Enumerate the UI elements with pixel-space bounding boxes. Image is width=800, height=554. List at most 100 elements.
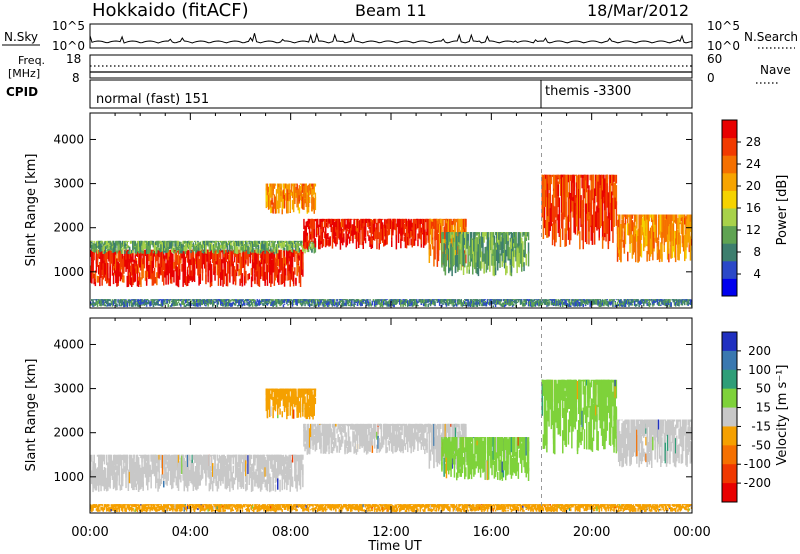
range-time-cell: [111, 249, 114, 266]
range-time-cell: [285, 183, 287, 189]
range-time-cell: [210, 240, 213, 243]
range-time-cell: [559, 302, 562, 306]
range-time-cell: [548, 300, 550, 304]
range-time-cell: [238, 240, 240, 247]
range-time-cell: [198, 299, 200, 303]
range-time-cell: [193, 264, 196, 271]
range-time-cell: [658, 249, 661, 263]
range-time-cell: [408, 240, 410, 246]
range-time-cell: [152, 241, 155, 244]
range-time-cell: [641, 219, 644, 236]
range-time-cell: [558, 301, 561, 304]
range-time-cell: [318, 224, 320, 235]
range-time-cell: [111, 300, 114, 305]
range-time-cell: [116, 250, 118, 254]
range-time-cell: [298, 240, 301, 242]
range-time-cell: [306, 220, 309, 228]
range-time-cell: [351, 303, 353, 307]
range-time-cell: [603, 174, 605, 197]
range-time-cell: [363, 226, 366, 241]
range-time-cell: [127, 299, 130, 301]
range-time-cell: [151, 249, 154, 261]
range-time-cell: [587, 174, 589, 189]
range-time-cell: [141, 240, 143, 244]
range-time-cell: [279, 253, 281, 271]
range-time-cell: [127, 251, 130, 254]
range-time-cell: [466, 299, 468, 302]
range-time-cell: [298, 207, 301, 214]
range-time-cell: [638, 214, 640, 239]
range-time-cell: [234, 302, 237, 305]
range-time-cell: [158, 304, 160, 306]
range-time-cell: [350, 299, 352, 301]
range-time-cell: [486, 300, 489, 304]
range-time-cell: [234, 299, 237, 301]
range-time-cell: [159, 249, 161, 268]
range-time-cell: [178, 246, 181, 249]
range-time-cell: [172, 300, 174, 304]
range-time-cell: [108, 249, 110, 256]
range-time-cell: [107, 262, 109, 280]
range-time-cell: [344, 224, 346, 230]
range-time-cell: [297, 252, 299, 269]
range-time-cell: [688, 218, 691, 244]
range-time-cell: [106, 240, 108, 246]
range-time-cell: [124, 240, 126, 243]
range-time-cell: [363, 302, 366, 304]
range-time-cell: [302, 183, 304, 193]
range-time-cell: [240, 256, 242, 279]
range-time-cell: [163, 271, 165, 280]
range-time-cell: [294, 299, 296, 303]
range-time-cell: [673, 230, 676, 254]
range-time-cell: [256, 299, 258, 302]
range-time-cell: [273, 183, 276, 189]
range-time-cell: [278, 183, 280, 189]
range-time-cell: [319, 236, 321, 245]
range-time-cell: [558, 174, 561, 184]
range-time-cell: [266, 183, 269, 196]
range-time-cell: [440, 300, 442, 304]
range-time-cell: [287, 303, 289, 306]
range-time-cell: [213, 299, 215, 301]
range-time-cell: [166, 250, 168, 274]
range-time-cell: [331, 299, 334, 304]
range-time-cell: [510, 232, 513, 239]
range-time-cell: [438, 221, 441, 251]
range-time-cell: [324, 238, 327, 247]
range-time-cell: [624, 214, 627, 225]
range-time-cell: [524, 299, 526, 301]
range-time-cell: [248, 299, 250, 301]
range-time-cell: [515, 232, 517, 247]
range-time-cell: [161, 242, 164, 248]
range-time-cell: [401, 218, 403, 228]
range-time-cell: [516, 299, 518, 301]
range-time-cell: [157, 301, 159, 304]
range-time-cell: [468, 261, 470, 270]
range-time-cell: [297, 249, 299, 259]
range-time-cell: [310, 246, 312, 251]
range-time-cell: [586, 299, 588, 305]
range-time-cell: [665, 214, 668, 219]
range-time-cell: [590, 299, 592, 301]
range-time-cell: [184, 272, 187, 285]
range-time-cell: [624, 221, 627, 245]
range-time-cell: [92, 305, 94, 307]
range-time-cell: [606, 174, 608, 208]
range-time-cell: [225, 241, 228, 247]
range-time-cell: [134, 241, 136, 247]
range-time-cell: [267, 192, 270, 198]
range-time-cell: [479, 261, 482, 271]
range-time-cell: [513, 301, 515, 303]
range-time-cell: [300, 304, 303, 307]
range-time-cell: [229, 240, 231, 242]
range-time-cell: [491, 301, 493, 305]
range-time-cell: [615, 201, 618, 226]
range-time-cell: [300, 299, 303, 301]
range-time-cell: [216, 300, 219, 305]
range-time-cell: [253, 248, 255, 251]
range-time-cell: [303, 218, 305, 230]
range-time-cell: [230, 245, 232, 249]
range-time-cell: [399, 227, 401, 234]
range-time-cell: [361, 299, 363, 303]
range-time-cell: [205, 249, 207, 262]
